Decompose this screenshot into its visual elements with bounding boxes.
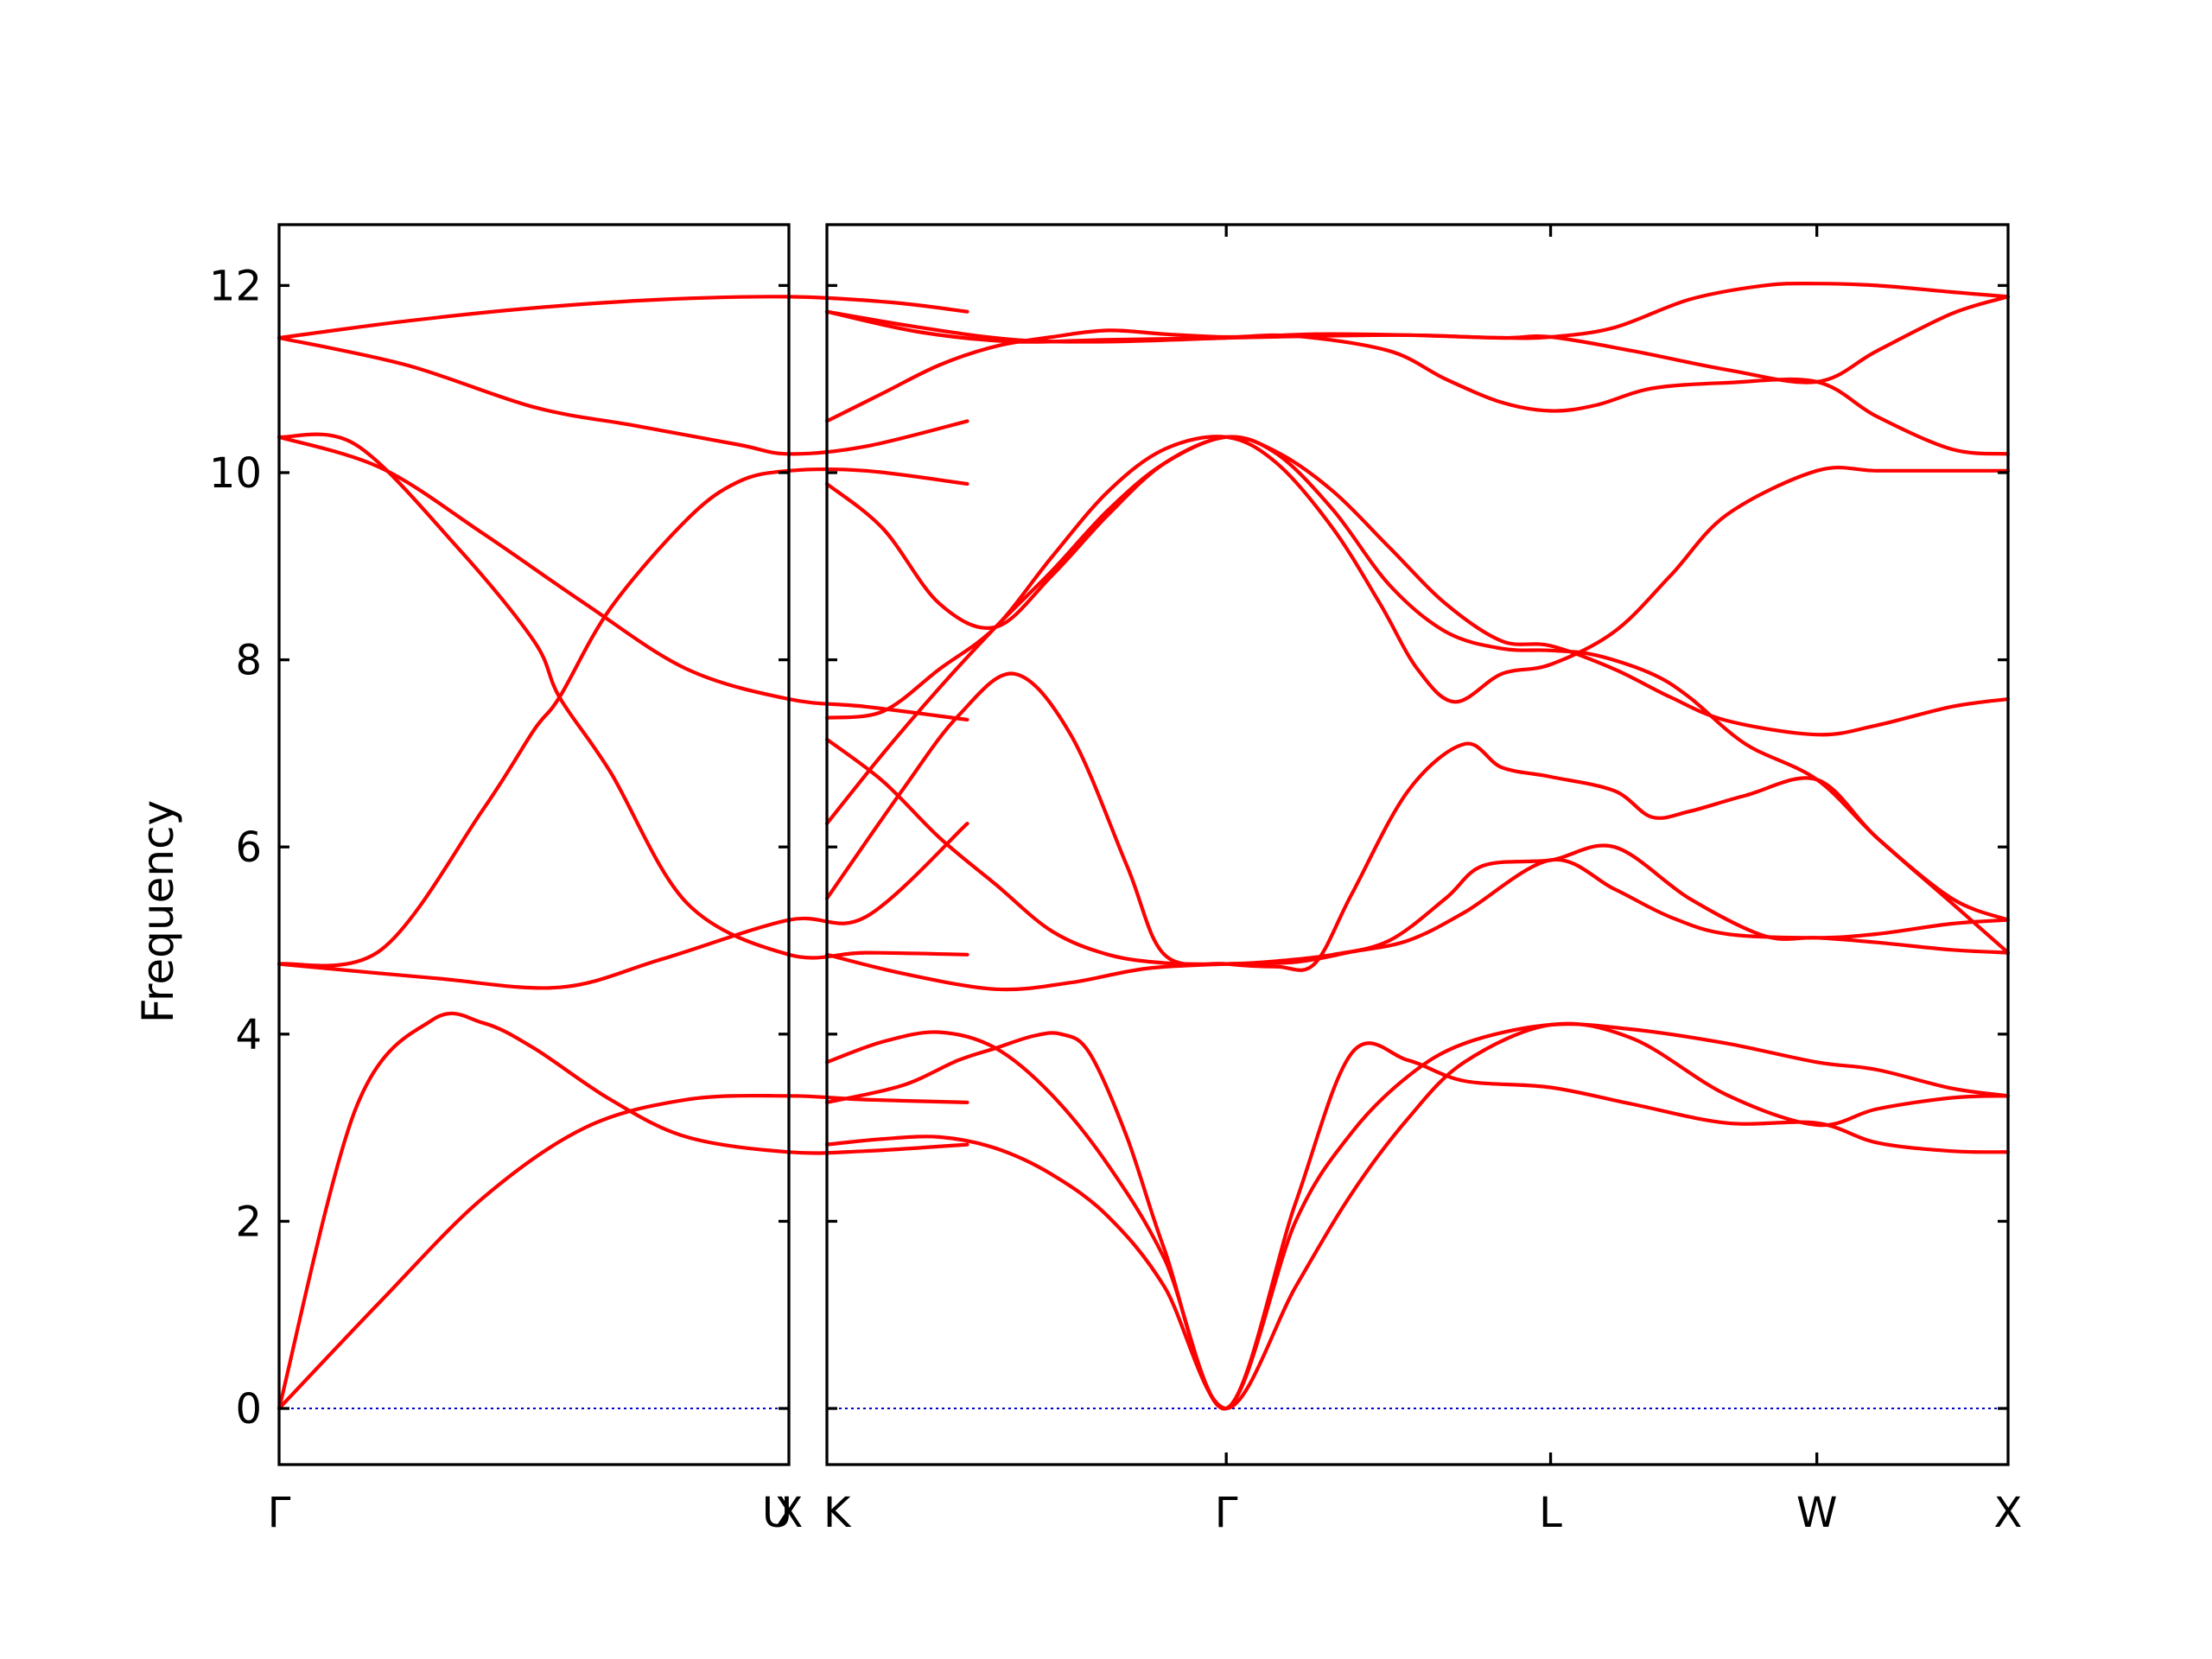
x-tick-label: W [1796, 1489, 1837, 1537]
band-line-3 [827, 1024, 2008, 1408]
y-tick-label: 2 [235, 1198, 262, 1246]
x-tick-label: L [1539, 1489, 1562, 1537]
plot-frame [279, 225, 789, 1465]
y-axis-label: Frequency [133, 800, 183, 1023]
y-tick-label: 8 [235, 637, 262, 685]
x-tick-label: Γ [1215, 1489, 1238, 1537]
band-line-7 [279, 338, 968, 454]
x-tick-label: K [823, 1489, 852, 1537]
y-tick-label: 10 [209, 449, 262, 498]
band-line-12 [827, 283, 2008, 342]
band-line-9 [827, 436, 2008, 734]
x-tick-label: Γ [268, 1489, 291, 1537]
band-line-10 [827, 330, 2008, 454]
band-line-5 [827, 674, 2008, 970]
band-line-6 [827, 437, 2008, 953]
band-line-2 [279, 1014, 968, 1408]
y-tick-label: 0 [235, 1385, 262, 1433]
band-line-2 [827, 1033, 2008, 1408]
x-tick-label: X [1994, 1489, 2023, 1537]
plot-frame [827, 225, 2008, 1465]
y-tick-label: 12 [209, 262, 262, 310]
band-line-1 [279, 1096, 968, 1408]
band-line-7 [827, 740, 2008, 964]
band-line-1 [827, 1024, 2008, 1408]
x-tick-label: U [762, 1489, 792, 1537]
y-tick-label: 6 [235, 823, 262, 872]
band-line-6 [279, 437, 968, 720]
band-line-4 [827, 860, 2008, 989]
y-tick-label: 4 [235, 1011, 262, 1059]
